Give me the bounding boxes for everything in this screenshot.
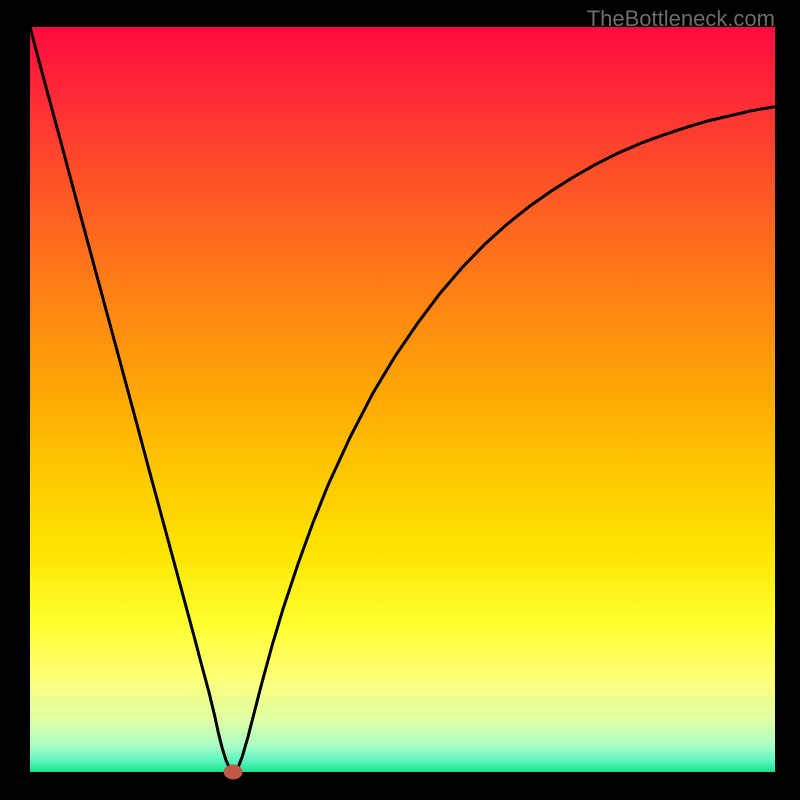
- bottleneck-chart: [25, 27, 775, 777]
- chart-background-gradient: [30, 27, 775, 772]
- watermark-text: TheBottleneck.com: [587, 6, 775, 32]
- minimum-point-marker: [224, 765, 243, 780]
